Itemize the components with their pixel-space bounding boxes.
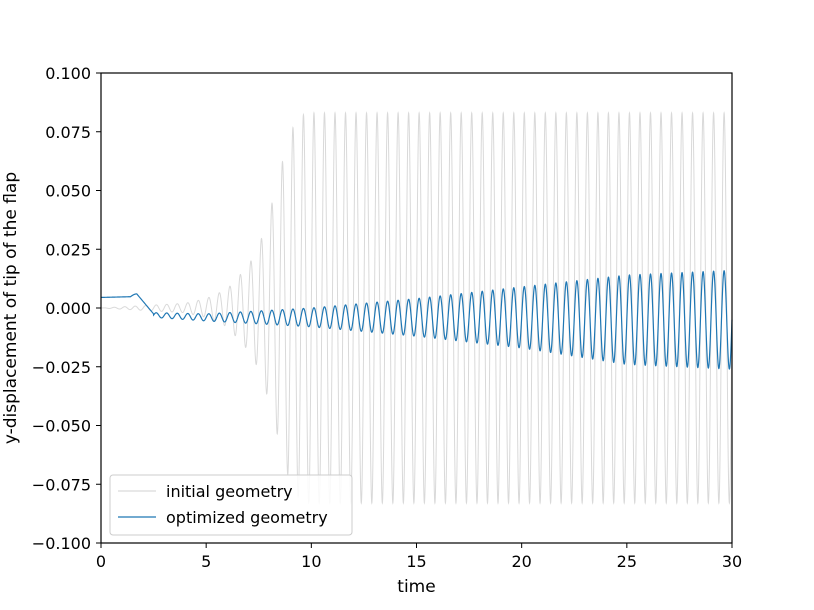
x-tick-label: 10 — [301, 552, 321, 571]
y-axis-label: y-displacement of tip of the flap — [1, 172, 21, 444]
x-tick-label: 0 — [96, 552, 106, 571]
y-tick-label: 0.100 — [45, 64, 91, 83]
x-tick-label: 15 — [406, 552, 426, 571]
y-tick-label: 0.075 — [45, 123, 91, 142]
legend-label-optimized: optimized geometry — [166, 508, 328, 527]
y-tick-label: 0.000 — [45, 299, 91, 318]
y-axis: −0.100 −0.075 −0.050 −0.025 0.000 0.025 0.050 0… — [32, 64, 101, 553]
y-tick-label: 0.050 — [45, 182, 91, 201]
y-tick-label: −0.050 — [32, 417, 91, 436]
x-tick-label: 30 — [722, 552, 742, 571]
plot-lines — [100, 111, 733, 505]
y-tick-label: −0.075 — [32, 475, 91, 494]
x-tick-label: 5 — [201, 552, 211, 571]
y-tick-label: 0.025 — [45, 240, 91, 259]
series-line-optimized — [100, 269, 733, 370]
legend: initial geometry optimized geometry — [109, 474, 353, 536]
legend-label-initial: initial geometry — [166, 482, 293, 501]
x-axis: 0 5 10 15 20 25 30 — [96, 543, 742, 571]
legend-box — [109, 474, 353, 536]
y-tick-label: −0.100 — [32, 534, 91, 553]
y-tick-label: −0.025 — [32, 358, 91, 377]
x-axis-label: time — [397, 577, 435, 597]
x-tick-label: 25 — [617, 552, 637, 571]
x-tick-label: 20 — [511, 552, 531, 571]
